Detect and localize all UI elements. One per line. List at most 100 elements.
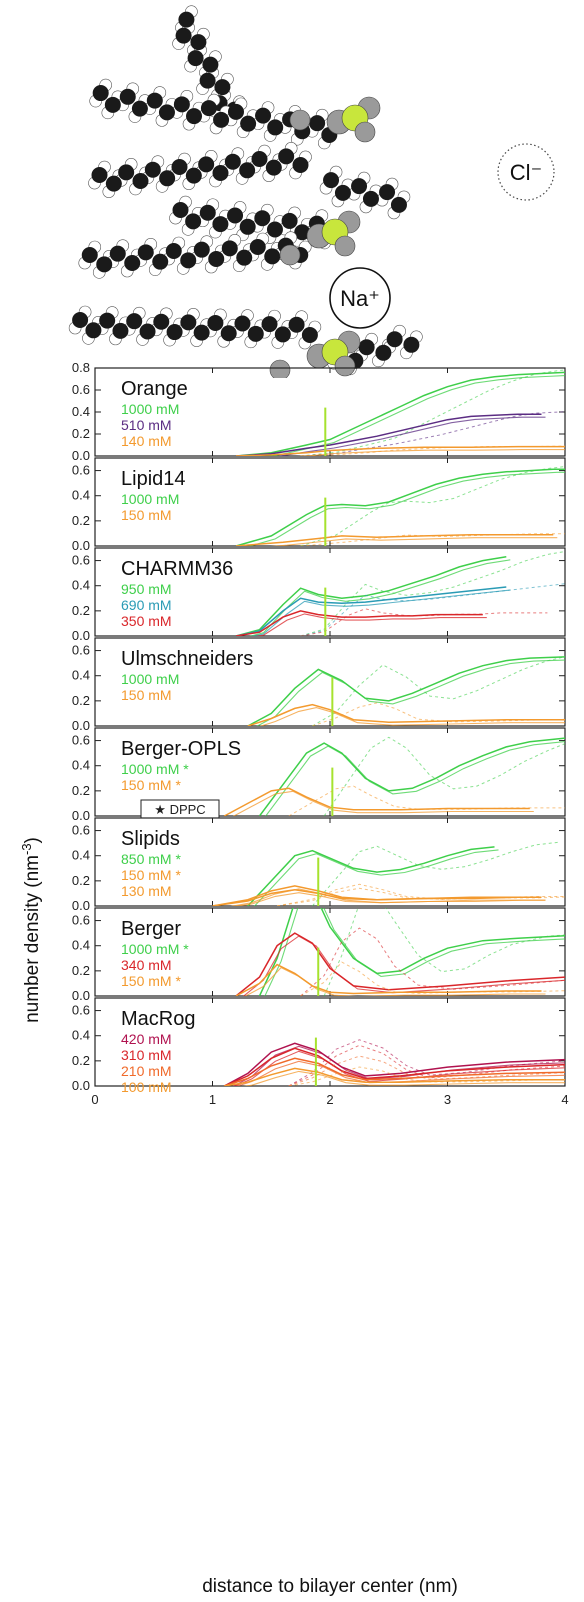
y-tick-label: 0.6 (72, 643, 90, 658)
series-line-150-mM (212, 885, 542, 906)
legend-entry: 1000 mM (121, 671, 179, 687)
y-tick-label: 0.6 (72, 553, 90, 568)
panel-title: Berger-OPLS (121, 738, 241, 760)
panel-data (235, 550, 565, 636)
series-line-replica (248, 471, 565, 546)
y-tick-label: 0.2 (72, 873, 90, 888)
series-line-140-mM (235, 445, 565, 456)
x-tick-label: 4 (561, 1092, 568, 1107)
legend-entry: 1000 mM (121, 401, 179, 417)
series-line-150-mM (235, 963, 542, 996)
series-dashed (277, 883, 565, 906)
y-tick-label: 0.0 (72, 448, 90, 463)
y-tick-label: 0.6 (72, 1003, 90, 1018)
series-dashed (288, 1039, 565, 1086)
y-tick-label: 0.0 (72, 898, 90, 913)
y-tick-label: 0.4 (72, 1028, 90, 1043)
series-dashed (277, 887, 565, 906)
y-tick-label: 0.0 (72, 988, 90, 1003)
x-tick-label: 3 (444, 1092, 451, 1107)
series-line-690-mM (235, 586, 507, 636)
molecule-illustration: Cl⁻ Na⁺ (68, 5, 555, 378)
series-dashed (300, 550, 565, 636)
legend-entry: 210 mM (121, 1063, 172, 1079)
legend-entry: 1000 mM * (121, 941, 189, 957)
x-axis-label: distance to bilayer center (nm) (202, 1576, 458, 1597)
panel-title: CHARMM36 (121, 558, 233, 580)
x-tick-label: 0 (91, 1092, 98, 1107)
y-axis-label: number density (nm-3) (19, 837, 44, 1023)
series-dashed (300, 927, 565, 996)
legend-entry: 690 mM (121, 597, 172, 613)
series-line-replica (230, 888, 546, 906)
y-tick-label: 0.2 (72, 693, 90, 708)
series-line-replica (265, 740, 565, 816)
sodium-label: Na⁺ (340, 286, 380, 311)
series-line-replica (251, 589, 511, 636)
panel-data (212, 841, 565, 906)
panel-data (223, 736, 565, 816)
panel-title: Ulmschneiders (121, 648, 253, 670)
legend-entry: 340 mM (121, 957, 172, 973)
y-tick-label: 0.4 (72, 668, 90, 683)
series-line-replica (232, 1045, 565, 1086)
legend-entry: 420 mM (121, 1031, 172, 1047)
y-tick-label: 0.4 (72, 848, 90, 863)
x-tick-label: 1 (209, 1092, 216, 1107)
chloride-label: Cl⁻ (510, 160, 542, 185)
series-line-replica (244, 966, 546, 996)
y-tick-label: 0.0 (72, 538, 90, 553)
series-dashed (300, 583, 565, 636)
series-line-replica (256, 659, 565, 726)
legend-entry: 150 mM (121, 687, 172, 703)
series-line-replica (264, 908, 565, 996)
series-dashed (323, 736, 565, 816)
series-line-replica (242, 935, 565, 996)
series-line-replica (233, 892, 546, 906)
sodium-ion: Na⁺ (329, 267, 391, 329)
panel-title: Slipids (121, 828, 180, 850)
series-line-1000-mM (258, 737, 565, 816)
series-line-replica (255, 613, 487, 636)
panel-title: Berger (121, 918, 181, 940)
panel-data (235, 466, 565, 546)
y-tick-label: 0.6 (72, 733, 90, 748)
chloride-ion: Cl⁻ (497, 143, 555, 201)
series-line-replica (276, 416, 546, 456)
legend-entry: 150 mM * (121, 777, 181, 793)
legend-entry: 150 mM * (121, 973, 181, 989)
x-tick-label: 2 (326, 1092, 333, 1107)
dppc-note: ★ DPPC (154, 802, 205, 817)
panel-title: Lipid14 (121, 468, 186, 490)
legend-entry: 310 mM (121, 1047, 172, 1063)
series-line-1000-mM (235, 371, 565, 456)
y-tick-label: 0.2 (72, 783, 90, 798)
series-line-850-mM (247, 846, 495, 906)
series-dashed (312, 656, 565, 726)
series-dashed (312, 702, 565, 726)
series-line-replica (253, 849, 499, 906)
legend-entry: 850 mM * (121, 851, 181, 867)
y-tick-label: 0.2 (72, 426, 90, 441)
y-tick-label: 0.4 (72, 578, 90, 593)
y-tick-label: 0.4 (72, 758, 90, 773)
legend-entry: 130 mM (121, 883, 172, 899)
series-dashed (300, 369, 565, 456)
legend-entry: 100 mM (121, 1079, 172, 1095)
legend-entry: 350 mM (121, 613, 172, 629)
y-tick-label: 0.0 (72, 808, 90, 823)
series-line-150-mM (223, 787, 530, 816)
series-line-150-mM (235, 533, 554, 546)
panel-data (235, 369, 565, 456)
y-tick-label: 0.2 (72, 603, 90, 618)
series-dashed (323, 908, 565, 996)
y-tick-label: 0.6 (72, 463, 90, 478)
series-line-replica (232, 790, 534, 816)
